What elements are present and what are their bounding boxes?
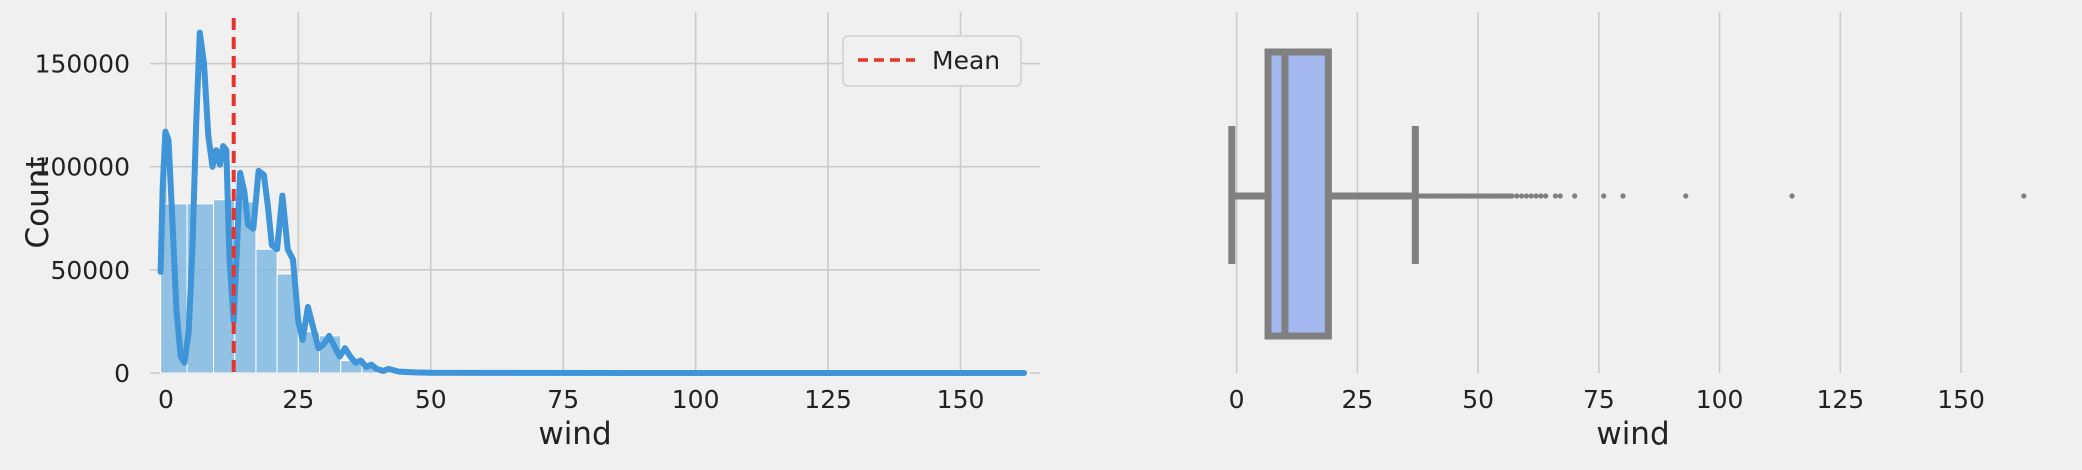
outlier-point bbox=[2021, 193, 2027, 199]
histogram-y-axis-label: Count bbox=[20, 156, 56, 248]
x-tick-label: 25 bbox=[1341, 385, 1373, 414]
histogram-x-axis-label: wind bbox=[538, 416, 611, 452]
legend-mean-label: Mean bbox=[932, 46, 1000, 75]
histogram-y-tick-labels: 0 50000 100000 150000 bbox=[35, 50, 130, 388]
x-tick-label: 150 bbox=[1937, 385, 1985, 414]
histogram-bar bbox=[255, 248, 278, 374]
outlier-point bbox=[1509, 193, 1515, 199]
y-tick-label: 100000 bbox=[35, 153, 130, 182]
x-tick-label: 75 bbox=[1583, 385, 1615, 414]
x-tick-label: 100 bbox=[1696, 385, 1744, 414]
x-tick-label: 75 bbox=[547, 385, 579, 414]
histogram-panel: 0 25 50 75 100 125 150 0 50000 100000 150000 wind… bbox=[20, 12, 1040, 452]
outlier-point bbox=[1552, 193, 1558, 199]
histogram-x-tick-labels: 0 25 50 75 100 125 150 bbox=[158, 385, 984, 414]
x-tick-label: 150 bbox=[937, 385, 985, 414]
kde-line bbox=[157, 29, 1028, 376]
outlier-point bbox=[1533, 193, 1539, 199]
outlier-point bbox=[1538, 193, 1544, 199]
x-tick-label: 125 bbox=[1816, 385, 1864, 414]
boxplot-x-axis-label: wind bbox=[1596, 416, 1669, 452]
outlier-point bbox=[1557, 193, 1563, 199]
x-tick-label: 0 bbox=[158, 385, 174, 414]
outlier-point bbox=[1601, 193, 1607, 199]
boxplot-x-tick-labels: 0 25 50 75 100 125 150 bbox=[1229, 385, 1985, 414]
legend-box bbox=[842, 35, 1022, 87]
legend: Mean bbox=[842, 35, 1022, 87]
outlier-point bbox=[1523, 193, 1530, 199]
boxplot-panel: 0 25 50 75 100 125 150 wind bbox=[1228, 12, 2027, 452]
interquartile-box bbox=[1264, 48, 1332, 340]
x-tick-label: 25 bbox=[282, 385, 314, 414]
outlier-point bbox=[1543, 193, 1549, 199]
outlier-point bbox=[1789, 193, 1795, 199]
y-tick-label: 50000 bbox=[50, 256, 130, 285]
outlier-point bbox=[1528, 193, 1534, 199]
x-tick-label: 50 bbox=[1462, 385, 1494, 414]
outlier-point bbox=[1518, 193, 1525, 199]
x-tick-label: 125 bbox=[804, 385, 852, 414]
x-tick-label: 0 bbox=[1229, 385, 1245, 414]
y-tick-label: 0 bbox=[114, 359, 130, 388]
boxplot-outliers bbox=[1417, 193, 2027, 199]
x-tick-label: 100 bbox=[672, 385, 720, 414]
x-tick-label: 50 bbox=[415, 385, 447, 414]
y-tick-label: 150000 bbox=[35, 50, 130, 79]
outlier-point bbox=[1514, 193, 1520, 199]
outlier-point bbox=[1572, 193, 1578, 199]
outlier-point bbox=[1683, 193, 1689, 199]
boxplot-box bbox=[1228, 48, 1419, 340]
outlier-point bbox=[1620, 193, 1626, 199]
